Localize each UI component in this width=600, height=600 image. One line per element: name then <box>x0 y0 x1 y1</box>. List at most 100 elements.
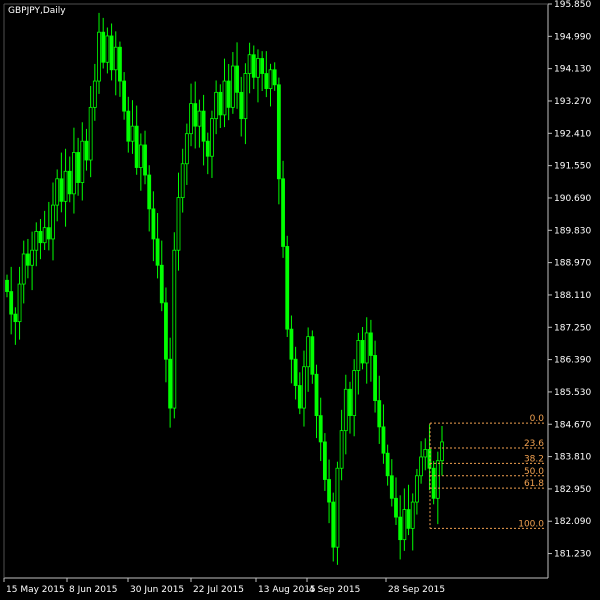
candle-body <box>42 227 47 244</box>
candle <box>348 381 352 434</box>
price-tick-label: 192.410 <box>554 129 591 139</box>
candle <box>130 100 135 154</box>
candle-body <box>306 336 311 368</box>
candle-body <box>256 58 260 78</box>
candle-body <box>272 69 277 86</box>
candle <box>51 182 55 261</box>
candle-body <box>46 227 51 240</box>
fibonacci-retracement[interactable]: 0.0 23.6 38.2 50.0 61.8 100.0 <box>429 414 546 529</box>
candle-body <box>410 501 415 529</box>
candle <box>394 477 398 526</box>
candle <box>314 364 319 439</box>
candle-body <box>172 249 177 409</box>
candle <box>205 132 210 175</box>
candle <box>63 148 68 227</box>
candle-body <box>226 80 231 108</box>
candle <box>251 45 256 90</box>
candle <box>302 350 306 427</box>
candle <box>310 330 315 384</box>
candle <box>155 213 160 279</box>
candle-body <box>431 467 436 499</box>
candle-body <box>427 449 432 469</box>
candle <box>30 231 34 291</box>
candle <box>80 122 85 201</box>
candle <box>243 63 248 145</box>
candles-series <box>5 12 444 565</box>
candle-body <box>210 118 214 157</box>
candle <box>281 160 285 258</box>
candle-body <box>9 291 14 315</box>
candle-body <box>243 73 248 120</box>
candle <box>210 110 214 178</box>
fibonacci-level-label: 50.0 <box>524 467 544 477</box>
candle <box>76 137 81 196</box>
candle <box>381 404 386 464</box>
candle-body <box>55 178 60 206</box>
candle-body <box>381 426 386 454</box>
candle-body <box>293 358 298 386</box>
candle-body <box>364 332 369 364</box>
candle-body <box>327 479 331 503</box>
candle-body <box>310 336 315 375</box>
candle-body <box>193 103 198 127</box>
candle <box>113 31 118 96</box>
candle-body <box>222 80 227 116</box>
candle-body <box>415 475 419 503</box>
candle <box>184 123 189 185</box>
candle-body <box>331 501 336 548</box>
candle-body <box>318 415 323 443</box>
price-axis: 195.850 194.990 194.130 193.270 192.410 191.5… <box>548 0 591 560</box>
candle-body <box>335 467 340 548</box>
candle <box>368 319 373 382</box>
price-tick-label: 194.990 <box>554 32 591 42</box>
candle-body <box>21 253 26 285</box>
candle-body <box>59 178 64 202</box>
candle-body <box>164 302 168 360</box>
price-tick-label: 194.130 <box>554 65 591 75</box>
candle <box>440 425 444 476</box>
candle-body <box>435 460 440 499</box>
candle <box>272 62 277 91</box>
candle <box>327 459 331 524</box>
candle <box>189 83 193 147</box>
candle <box>97 12 101 94</box>
candle <box>415 468 419 515</box>
candle-body <box>122 80 127 112</box>
candle <box>122 72 127 120</box>
candle-body <box>343 388 348 432</box>
candle-body <box>38 231 43 244</box>
candle <box>222 58 227 128</box>
price-tick-label: 188.110 <box>554 291 591 301</box>
candle-body <box>348 388 352 417</box>
candle <box>385 444 390 486</box>
candle-body <box>118 46 122 82</box>
candle-body <box>339 430 344 469</box>
candle <box>389 459 394 507</box>
candle <box>419 441 423 484</box>
candle <box>377 375 382 444</box>
candle <box>168 337 173 428</box>
candle-body <box>105 35 110 63</box>
candle <box>42 210 47 250</box>
candle-body <box>88 106 93 161</box>
candle <box>67 156 72 203</box>
candle-body <box>314 373 319 417</box>
chart-title: GBPJPY,Daily <box>8 6 66 16</box>
price-tick-label: 184.670 <box>554 420 591 430</box>
candle-body <box>113 46 118 71</box>
candle-body <box>13 313 18 323</box>
candle-body <box>147 174 152 210</box>
price-tick-label: 195.850 <box>554 0 591 10</box>
candle <box>360 327 365 370</box>
candle-body <box>159 264 164 304</box>
candle-body <box>268 69 273 89</box>
candle <box>26 238 30 279</box>
time-tick-label: 13 Aug 2015 <box>258 585 316 595</box>
candle-body <box>368 332 373 356</box>
candle-body <box>101 31 106 63</box>
candle <box>402 488 407 551</box>
candle <box>201 94 206 166</box>
